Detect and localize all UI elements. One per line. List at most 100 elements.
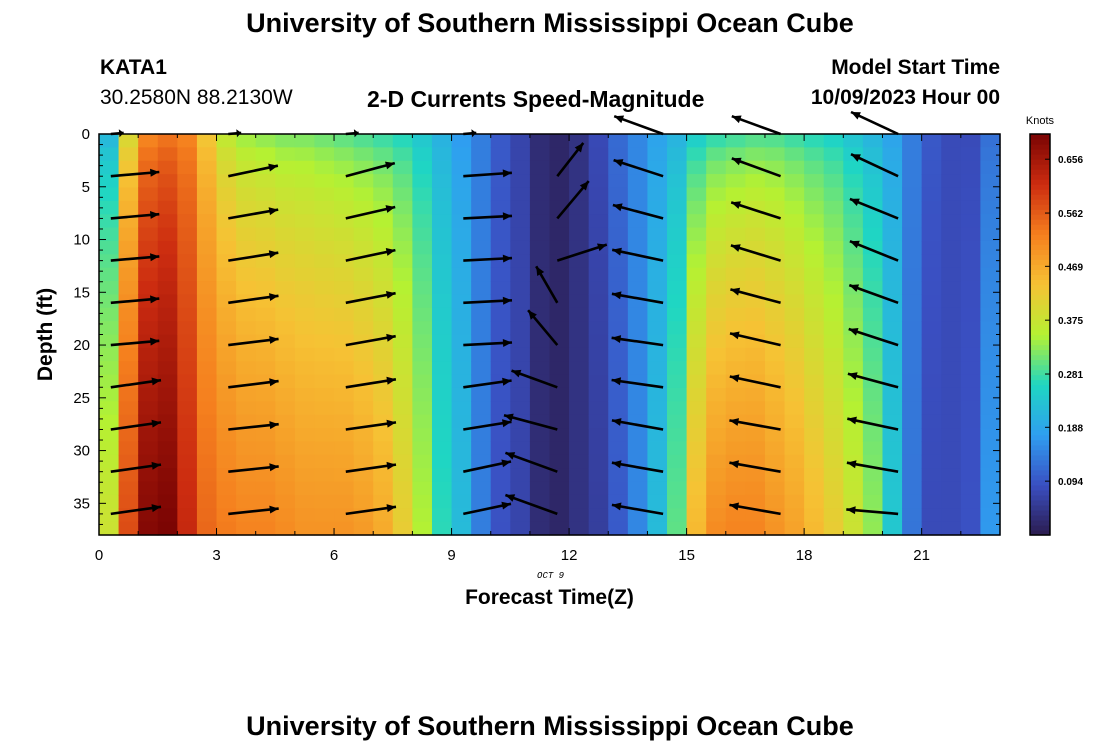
colorbar-segment <box>1030 179 1050 185</box>
current-arrow <box>556 243 608 262</box>
heatmap-cell <box>647 254 668 269</box>
heatmap-cell <box>373 267 394 282</box>
heatmap-cell <box>569 387 590 402</box>
heatmap-cell <box>862 401 884 416</box>
heatmap-cell <box>608 134 629 148</box>
heatmap-cell <box>431 387 453 402</box>
heatmap-cell <box>686 307 707 322</box>
heatmap-cell <box>255 481 276 496</box>
heatmap-cell <box>412 240 433 255</box>
heatmap-column <box>294 134 316 536</box>
arrow-head <box>150 211 160 219</box>
heatmap-cell <box>588 267 609 282</box>
heatmap-cell <box>823 361 844 376</box>
heatmap-cell <box>334 508 355 523</box>
heatmap-cell <box>647 134 668 148</box>
heatmap-cell <box>569 321 590 336</box>
heatmap-cell <box>255 214 276 229</box>
heatmap-cell <box>549 428 570 443</box>
heatmap-cell <box>216 134 237 148</box>
heatmap-cell <box>941 481 962 496</box>
current-arrow <box>731 114 782 136</box>
arrow-head <box>386 419 396 428</box>
heatmap-cell <box>236 134 257 148</box>
heatmap-cell <box>236 174 257 189</box>
heatmap-cell <box>745 441 766 456</box>
heatmap-cell <box>862 160 884 175</box>
colorbar-segment <box>1030 159 1050 165</box>
heatmap-cell <box>980 387 1001 402</box>
heatmap-cell <box>373 428 394 443</box>
heatmap-cell <box>921 414 942 429</box>
heatmap-cell <box>823 227 844 242</box>
heatmap-cell <box>706 307 727 322</box>
heatmap-cell <box>373 401 394 416</box>
heatmap-cell <box>510 468 531 483</box>
heatmap-cell <box>334 428 355 443</box>
heatmap-cell <box>412 401 433 416</box>
heatmap-cell <box>627 481 649 496</box>
heatmap-cell <box>510 334 531 349</box>
colorbar-segment <box>1030 409 1050 416</box>
heatmap-cell <box>294 134 316 148</box>
heatmap-cell <box>431 187 453 202</box>
heatmap-column <box>549 134 570 536</box>
heatmap-cell <box>471 481 492 496</box>
current-arrow <box>611 335 664 347</box>
heatmap-cell <box>745 214 766 229</box>
heatmap-cell <box>118 160 139 175</box>
heatmap-cell <box>177 454 198 469</box>
heatmap-cell <box>784 401 805 416</box>
heatmap-cell <box>490 200 511 215</box>
heatmap-cell <box>764 481 786 496</box>
heatmap-cell <box>980 401 1001 416</box>
heatmap-cell <box>236 494 257 509</box>
heatmap-cell <box>843 214 864 229</box>
heatmap-cell <box>334 187 355 202</box>
heatmap-cell <box>862 187 884 202</box>
arrow-head <box>611 418 622 426</box>
heatmap-cell <box>157 387 178 402</box>
heatmap-cell <box>353 401 374 416</box>
heatmap-cell <box>921 441 942 456</box>
heatmap-cell <box>725 481 746 496</box>
heatmap-cell <box>706 160 727 175</box>
colorbar-segment <box>1030 184 1050 190</box>
heatmap-cell <box>627 321 649 336</box>
heatmap-cell <box>471 468 492 483</box>
heatmap-cell <box>784 481 805 496</box>
heatmap-cell <box>471 428 492 443</box>
heatmap-cell <box>392 307 413 322</box>
heatmap-cell <box>569 134 590 148</box>
heatmap-cell <box>843 174 864 189</box>
heatmap-cell <box>177 387 198 402</box>
heatmap-cell <box>451 281 472 295</box>
heatmap-cell <box>608 307 629 322</box>
heatmap-cell <box>960 401 982 416</box>
heatmap-cell <box>686 240 707 255</box>
heatmap-cell <box>373 508 394 523</box>
heatmap-cell <box>490 267 511 282</box>
heatmap-cell <box>216 454 237 469</box>
heatmap-cell <box>941 281 962 295</box>
heatmap-cell <box>118 428 139 443</box>
heatmap-cell <box>314 214 335 229</box>
heatmap-cell <box>431 267 453 282</box>
heatmap-cell <box>412 521 433 536</box>
heatmap-cell <box>392 187 413 202</box>
heatmap-cell <box>627 214 649 229</box>
heatmap-cell <box>706 387 727 402</box>
heatmap-cell <box>745 281 766 295</box>
heatmap-cell <box>921 187 942 202</box>
heatmap-cell <box>549 160 570 175</box>
heatmap-cell <box>294 521 316 536</box>
heatmap-cell <box>451 147 472 162</box>
heatmap-cell <box>725 521 746 536</box>
current-arrow <box>345 333 396 347</box>
heatmap-cell <box>764 361 786 376</box>
heatmap-cell <box>275 321 296 336</box>
colorbar-segment <box>1030 314 1050 321</box>
heatmap-cell <box>294 240 316 255</box>
heatmap-cell <box>529 294 551 309</box>
colorbar-segment <box>1030 234 1050 240</box>
